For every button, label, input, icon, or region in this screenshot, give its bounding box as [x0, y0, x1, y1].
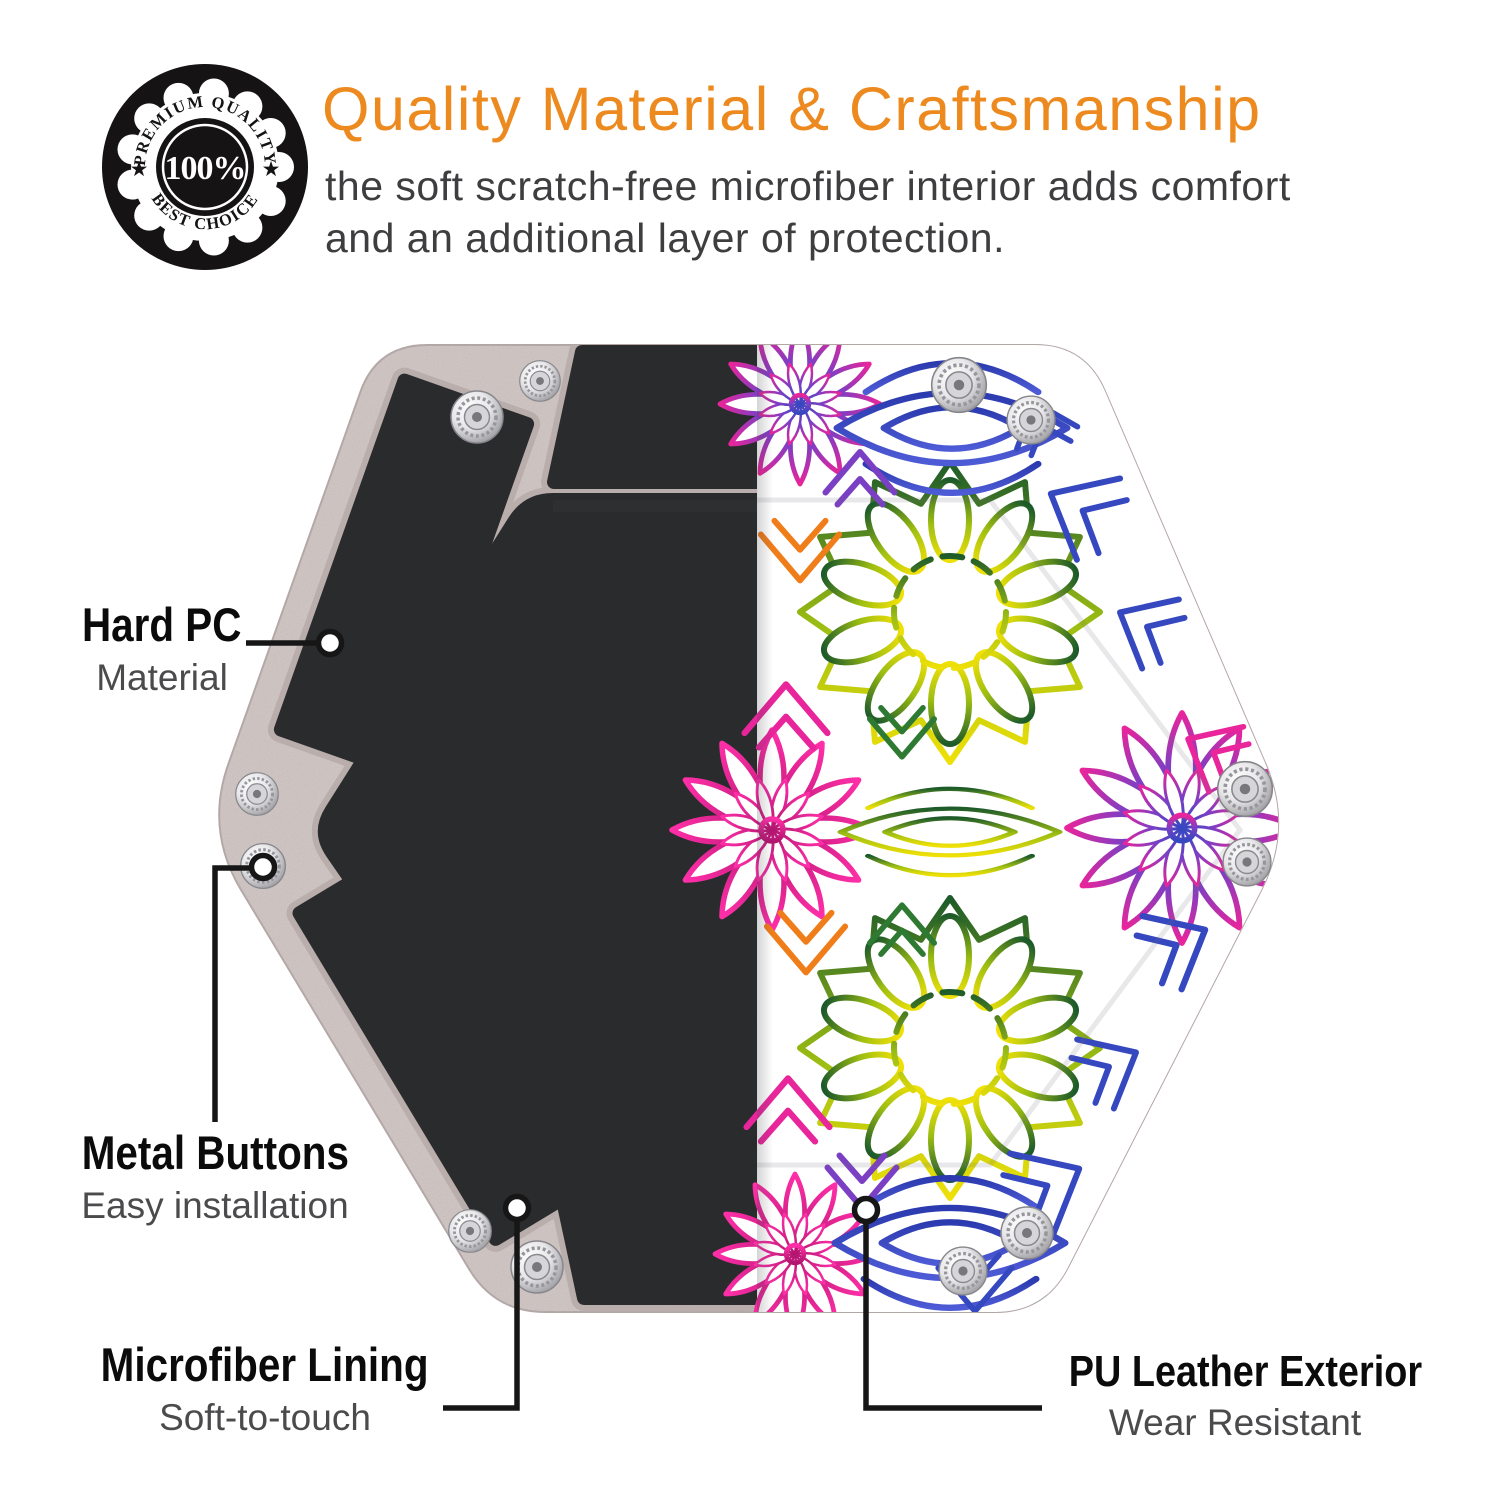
- page-title: Quality Material & Craftsmanship: [322, 75, 1262, 143]
- metal-buttons-callout-dot: [248, 852, 278, 882]
- metal-snap-button: [234, 771, 280, 817]
- exterior-pattern: [672, 345, 1279, 1312]
- callout-title: Metal Buttons: [81, 1126, 349, 1179]
- upper-left-flap-panel: [273, 373, 535, 780]
- metal-snap-button: [518, 359, 562, 403]
- quality-badge: PREMIUM QUALITY BEST CHOICE ★ ★ 100%: [102, 64, 308, 270]
- metal-snap-button: [1215, 759, 1275, 819]
- pu-leather-callout-line: [863, 1222, 1042, 1411]
- fold-crease-lines: [757, 497, 1244, 1168]
- callout-metal-buttons: Metal Buttons Easy installation: [50, 1126, 380, 1227]
- subtitle-line-2: and an additional layer of protection.: [325, 215, 1006, 262]
- metal-snap-button: [1005, 394, 1057, 446]
- microfiber-callout-line: [443, 1220, 520, 1411]
- metal-snap-button: [1221, 836, 1273, 888]
- callout-microfiber: Microfiber Lining Soft-to-touch: [55, 1338, 475, 1439]
- callout-title: PU Leather Exterior: [1068, 1347, 1423, 1396]
- metal-snap-button: [447, 1208, 493, 1254]
- metal-buttons-callout-line: [212, 865, 251, 1122]
- callout-lines: [212, 628, 1042, 1411]
- page-subtitle: the soft scratch-free microfiber interio…: [325, 160, 1485, 265]
- metal-snap-button: [449, 389, 505, 445]
- microfiber-callout-dot: [502, 1193, 532, 1223]
- metal-snap-button: [937, 1245, 989, 1297]
- callout-hard-pc: Hard PC Material: [52, 598, 272, 699]
- badge-percent-text: 100%: [165, 150, 246, 187]
- badge-center-disc: [156, 118, 254, 216]
- callout-title: Microfiber Lining: [101, 1338, 429, 1391]
- pu-leather-callout-dot: [851, 1195, 881, 1225]
- callout-subtitle: Material: [96, 656, 228, 698]
- badge-center-ring: [161, 123, 249, 211]
- hard-pc-callout-dot: [315, 628, 345, 658]
- badge-star-left-icon: ★: [130, 158, 149, 181]
- metal-snap-button: [999, 1205, 1055, 1261]
- callout-title: Hard PC: [82, 598, 242, 651]
- callout-subtitle: Easy installation: [81, 1184, 349, 1226]
- badge-scallop-seal: [117, 78, 294, 256]
- split-shadow: [757, 345, 773, 1312]
- badge-star-right-icon: ★: [262, 158, 281, 181]
- callout-pu-leather: PU Leather Exterior Wear Resistant: [1040, 1348, 1430, 1444]
- callout-subtitle: Soft-to-touch: [159, 1396, 371, 1438]
- subtitle-line-1: the soft scratch-free microfiber interio…: [325, 163, 1291, 209]
- metal-snap-button: [929, 355, 989, 415]
- callout-subtitle: Wear Resistant: [1108, 1401, 1362, 1443]
- dice-tray: [218, 344, 1280, 1313]
